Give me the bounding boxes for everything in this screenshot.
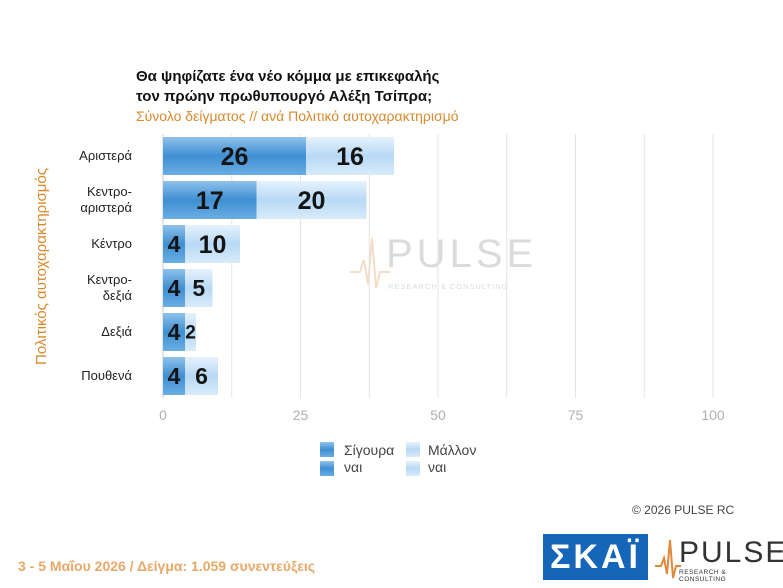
category-label-line: αριστερά: [80, 200, 132, 215]
category-label: Πουθενά: [36, 368, 132, 384]
data-label: 16: [336, 143, 364, 171]
category-label: Δεξιά: [36, 324, 132, 340]
watermark-word: PULSE: [386, 232, 538, 276]
data-label: 4: [168, 363, 181, 389]
x-tick-label: 75: [568, 407, 584, 423]
bar-sigoura: [163, 225, 185, 263]
bar-mallon: [256, 181, 367, 219]
legend-swatch-sigoura: [320, 442, 334, 476]
category-label: Κεντρο-αριστερά: [36, 184, 132, 216]
category-label-line: δεξιά: [102, 288, 132, 303]
x-tick-label: 50: [430, 407, 446, 423]
data-label: 10: [199, 231, 227, 259]
chart-subtitle: Σύνολο δείγματος // ανά Πολιτικό αυτοχαρ…: [136, 108, 459, 124]
watermark-sub: RESEARCH & CONSULTING: [388, 282, 509, 291]
data-label: 20: [298, 187, 326, 215]
pulse-watermark: PULSE RESEARCH & CONSULTING: [350, 232, 540, 302]
pulse-wave-icon: [350, 237, 390, 289]
category-label-line: Κεντρο-: [86, 272, 132, 287]
copyright-text: © 2026 PULSE RC: [632, 503, 735, 517]
category-label: Κέντρο: [36, 236, 132, 252]
legend-label-sigoura-line1: Σίγουρα: [344, 442, 395, 458]
legend-swatch-mallon: [406, 442, 420, 476]
chart-title: Θα ψηφίζατε ένα νέο κόμμα με επικεφαλής …: [136, 67, 439, 107]
legend: Σίγουρα ναι Μάλλον ναι: [320, 442, 520, 482]
bar-sigoura: [163, 269, 185, 307]
pulse-logo: PULSE RESEARCH & CONSULTING: [655, 534, 783, 583]
x-tick-label: 100: [701, 407, 725, 423]
category-label: Κεντρο-δεξιά: [36, 272, 132, 304]
chart-title-line-1: Θα ψηφίζατε ένα νέο κόμμα με επικεφαλής: [136, 68, 440, 85]
data-label: 2: [185, 323, 196, 344]
category-label-line: Δεξιά: [101, 324, 132, 339]
bar-mallon: [306, 137, 394, 175]
data-label: 26: [221, 143, 249, 171]
bar-mallon: [185, 225, 240, 263]
bar-sigoura: [163, 181, 257, 219]
category-label-line: Κέντρο: [91, 236, 132, 251]
data-label: 5: [192, 275, 205, 301]
legend-label-mallon-line2: ναι: [428, 459, 447, 475]
pulse-logo-wave-icon: [655, 539, 681, 579]
category-label-line: Κεντρο-: [86, 184, 132, 199]
data-label: 4: [168, 231, 181, 257]
data-label: 4: [168, 275, 181, 301]
bar-sigoura: [163, 137, 306, 175]
pulse-logo-sub: RESEARCH & CONSULTING: [679, 569, 727, 583]
category-label: Αριστερά: [36, 148, 132, 164]
legend-label-sigoura-line2: ναι: [344, 459, 363, 475]
bar-mallon: [185, 357, 218, 395]
x-tick-label: 0: [159, 407, 167, 423]
category-label-line: Αριστερά: [79, 148, 132, 163]
data-label: 6: [195, 363, 208, 389]
data-label: 4: [168, 319, 181, 345]
bar-sigoura: [163, 313, 185, 351]
pulse-logo-word: PULSE: [679, 536, 783, 569]
skai-logo: ΣΚΑΪ: [543, 534, 648, 580]
x-tick-label: 25: [293, 407, 309, 423]
legend-label-mallon-line1: Μάλλον: [428, 442, 477, 458]
data-label: 17: [196, 187, 224, 215]
bar-mallon: [185, 269, 213, 307]
bar-sigoura: [163, 357, 185, 395]
bar-mallon: [185, 313, 196, 351]
survey-date-sample: 3 - 5 Μαΐου 2026 / Δείγμα: 1.059 συνεντε…: [18, 558, 316, 574]
category-label-line: Πουθενά: [81, 368, 132, 383]
chart-title-line-2: τον πρώην πρωθυπουργό Αλέξη Τσίπρα;: [136, 88, 433, 105]
